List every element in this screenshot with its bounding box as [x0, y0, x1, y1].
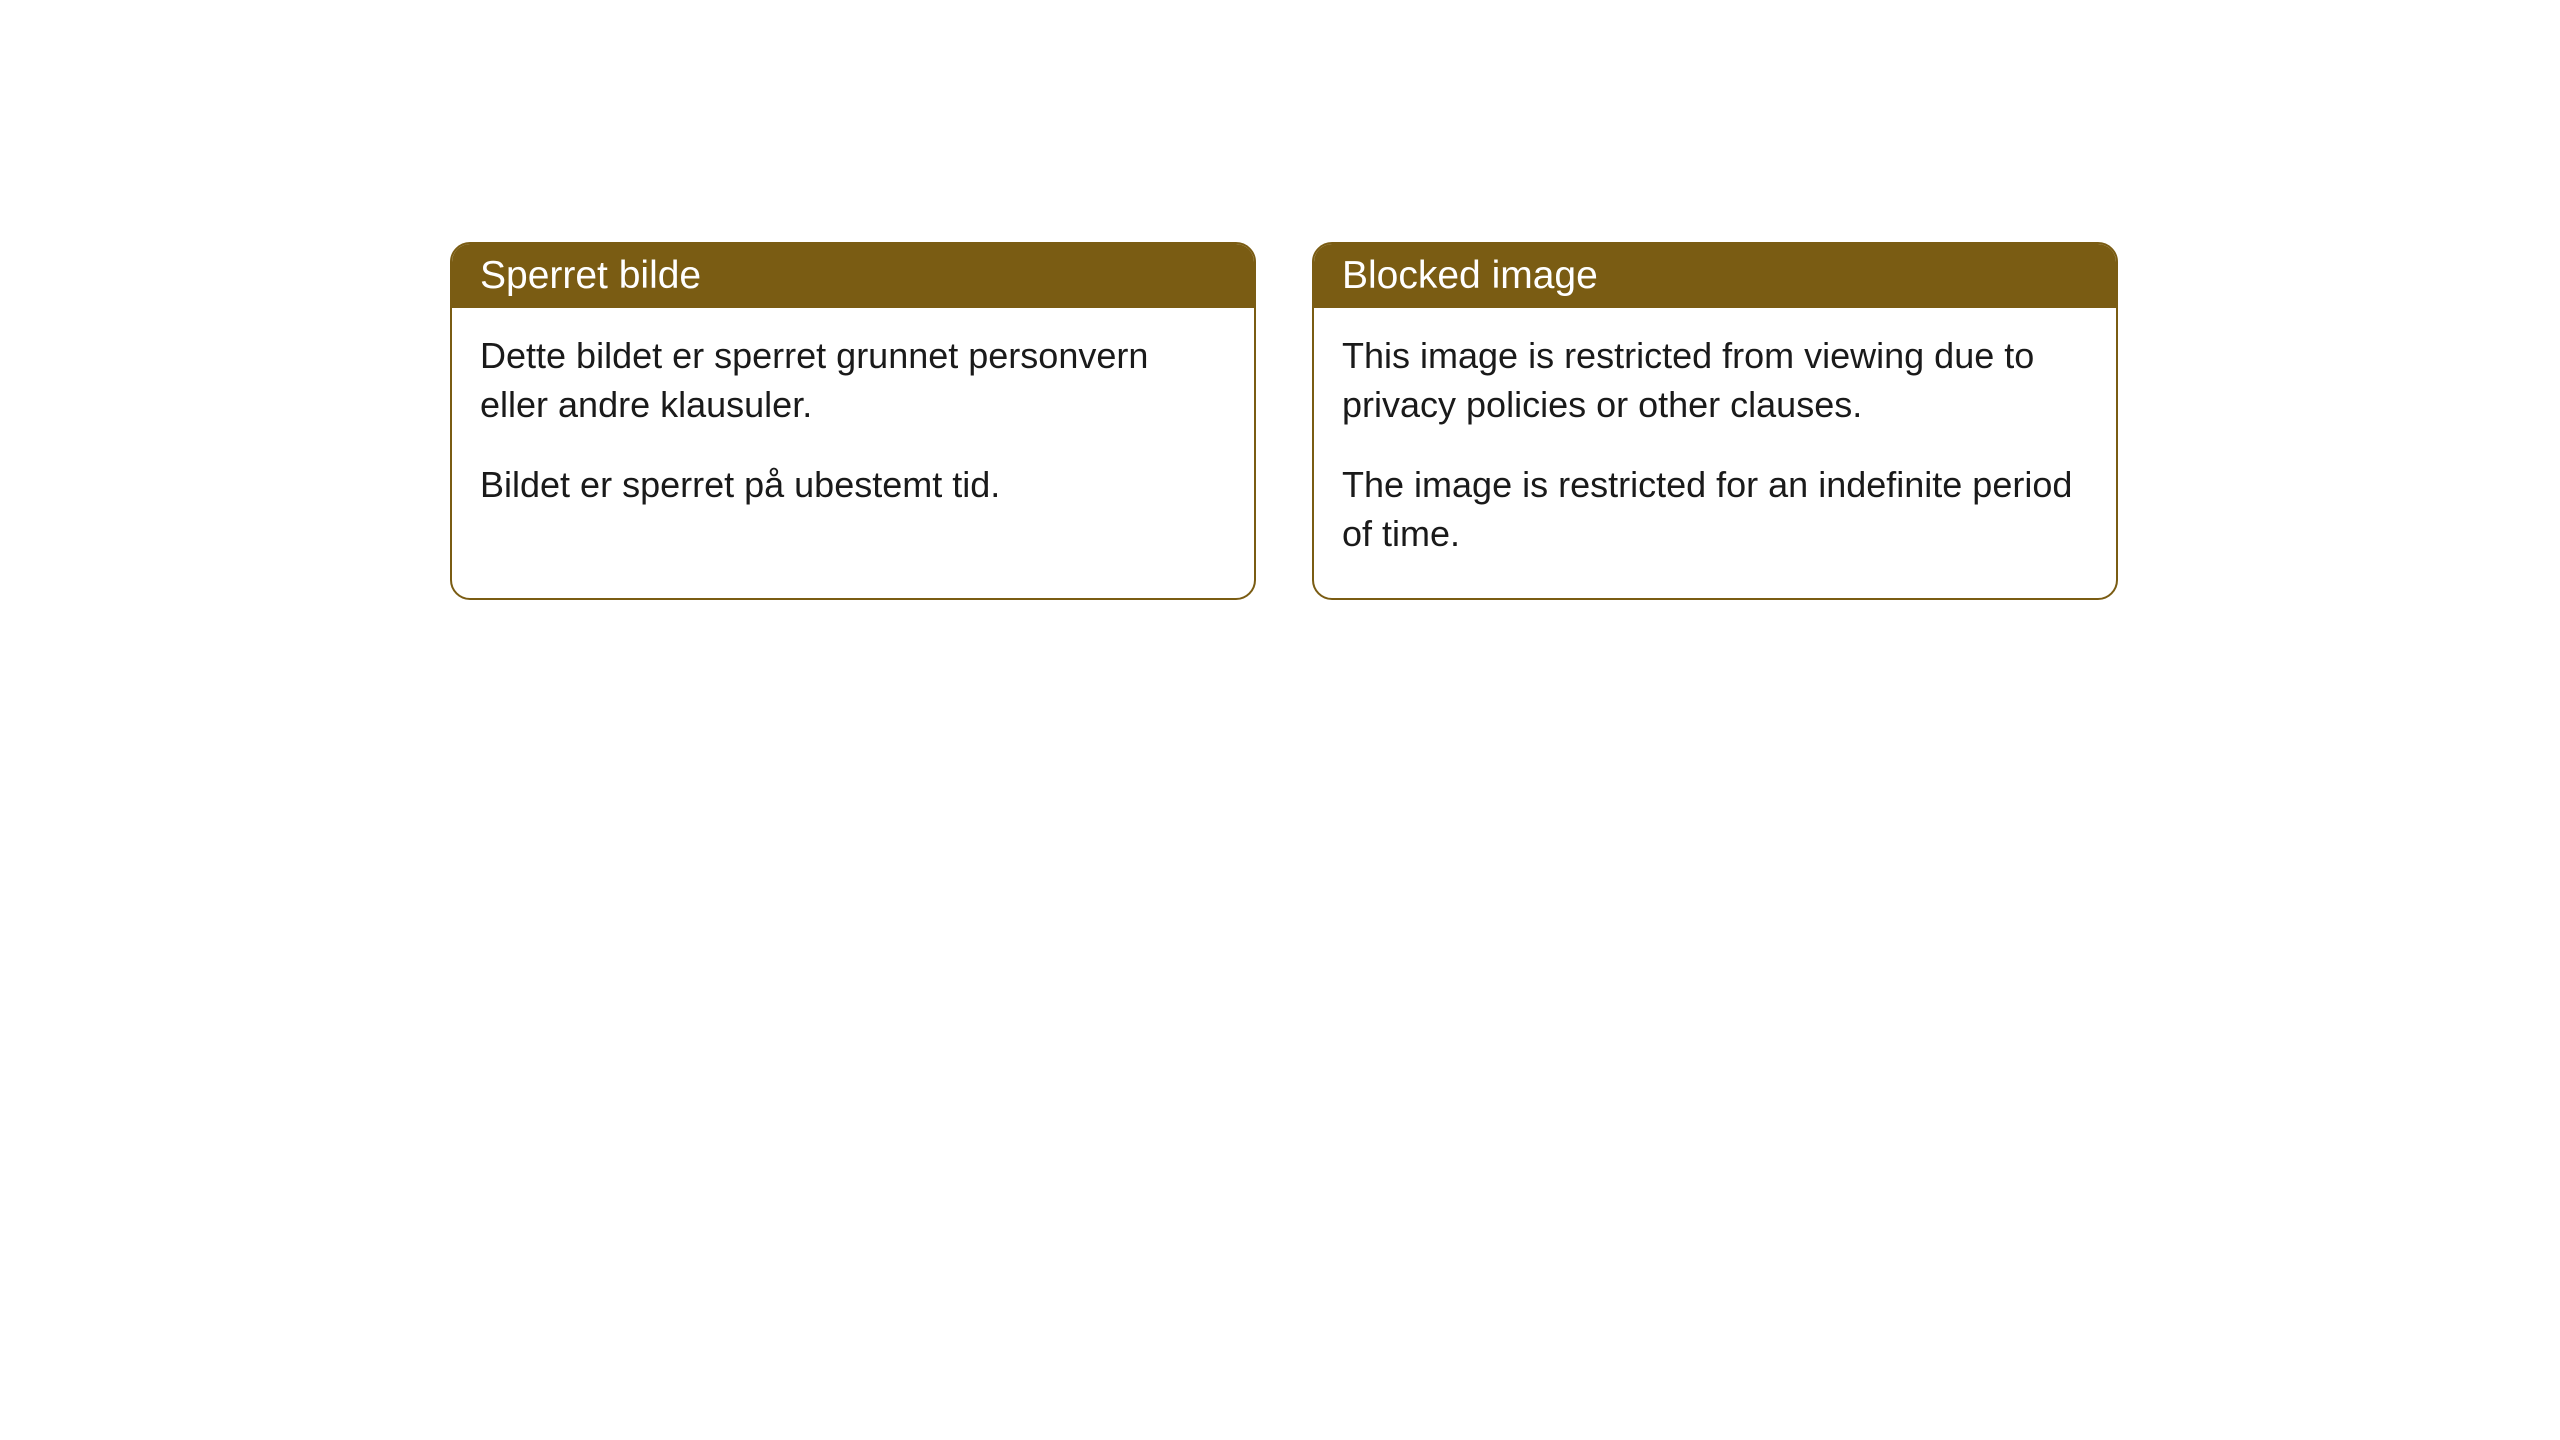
blocked-image-card-norwegian: Sperret bilde Dette bildet er sperret gr…	[450, 242, 1256, 600]
card-paragraph-2: The image is restricted for an indefinit…	[1342, 461, 2088, 558]
blocked-image-card-english: Blocked image This image is restricted f…	[1312, 242, 2118, 600]
cards-container: Sperret bilde Dette bildet er sperret gr…	[0, 0, 2560, 600]
card-header: Sperret bilde	[452, 244, 1254, 308]
card-paragraph-2: Bildet er sperret på ubestemt tid.	[480, 461, 1226, 510]
card-body: This image is restricted from viewing du…	[1314, 308, 2116, 598]
card-paragraph-1: This image is restricted from viewing du…	[1342, 332, 2088, 429]
card-header: Blocked image	[1314, 244, 2116, 308]
card-body: Dette bildet er sperret grunnet personve…	[452, 308, 1254, 550]
card-title: Sperret bilde	[480, 254, 701, 297]
card-title: Blocked image	[1342, 254, 1598, 297]
card-paragraph-1: Dette bildet er sperret grunnet personve…	[480, 332, 1226, 429]
